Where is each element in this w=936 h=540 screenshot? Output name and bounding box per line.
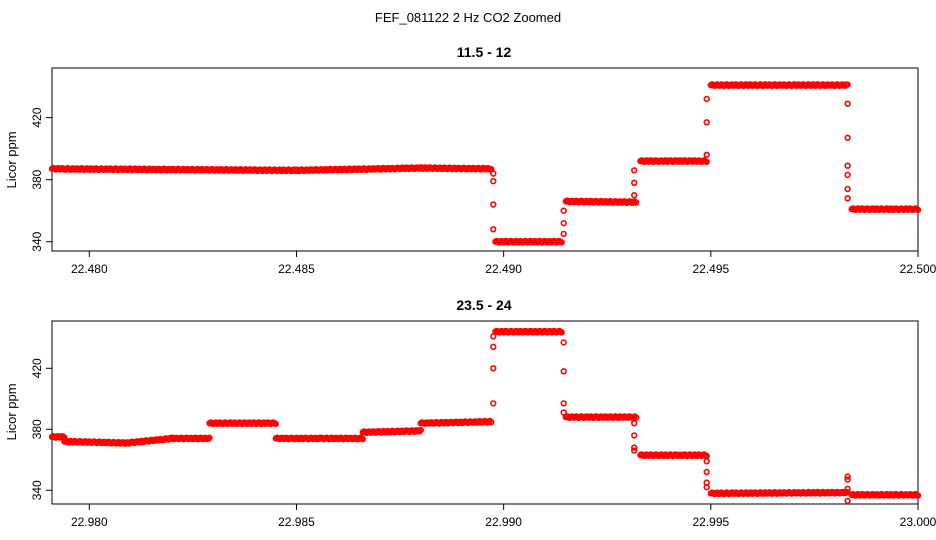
- y-axis-label: Licor ppm: [4, 383, 19, 440]
- data-point: [703, 119, 710, 126]
- data-point: [490, 333, 497, 340]
- data-point: [490, 178, 497, 185]
- data-point: [417, 426, 424, 434]
- data-point: [703, 158, 710, 166]
- data-point: [558, 329, 565, 336]
- y-tick-label: 420: [30, 107, 44, 127]
- data-point: [703, 484, 710, 491]
- x-tick-label: 22.985: [278, 515, 315, 529]
- x-tick-label: 22.995: [692, 515, 729, 529]
- y-tick-label: 380: [30, 169, 44, 189]
- data-point: [844, 195, 851, 202]
- data-point: [490, 201, 497, 208]
- data-point: [914, 492, 922, 499]
- data-point: [490, 343, 497, 351]
- data-point: [488, 418, 495, 426]
- data-point: [630, 444, 638, 451]
- data-point: [703, 151, 710, 159]
- data-point: [560, 230, 567, 238]
- x-tick-label: 22.980: [71, 515, 108, 529]
- y-axis-label: Licor ppm: [4, 131, 19, 188]
- data-point: [558, 239, 565, 246]
- data-point: [490, 400, 497, 407]
- data-point: [632, 414, 640, 421]
- chart-panel-top: 11.5 - 12 Licor ppm 22.480 22.485 22.490 22…: [4, 44, 936, 276]
- data-point: [560, 368, 567, 375]
- plot-frame: [51, 67, 919, 252]
- data-point: [359, 435, 366, 443]
- panel-title: 23.5 - 24: [456, 297, 511, 313]
- data-point: [844, 185, 851, 193]
- data-point: [630, 192, 638, 199]
- x-axis: 22.980 22.985 22.990 22.995 23.000: [71, 503, 936, 529]
- panel-title: 11.5 - 12: [457, 44, 512, 60]
- data-point: [844, 171, 851, 179]
- x-tick-label: 22.480: [71, 262, 108, 276]
- data-point: [630, 167, 638, 174]
- x-tick-label: 22.485: [278, 262, 315, 276]
- data-point: [560, 219, 567, 227]
- data-point: [630, 179, 638, 187]
- data-point: [844, 81, 851, 88]
- data-point: [844, 473, 851, 480]
- data-point: [630, 432, 638, 439]
- y-axis: 340 380 420: [30, 107, 52, 252]
- data-point: [703, 458, 710, 465]
- x-tick-label: 22.990: [485, 515, 522, 529]
- y-tick-label: 380: [30, 419, 44, 439]
- data-point: [844, 476, 851, 483]
- data-point: [703, 468, 710, 476]
- data-series: [48, 327, 922, 505]
- data-point: [630, 420, 638, 427]
- data-point: [560, 339, 567, 346]
- data-point: [206, 434, 213, 441]
- figure-title: FEF_081122 2 Hz CO2 Zoomed: [375, 10, 561, 25]
- y-tick-label: 420: [30, 358, 44, 378]
- data-point: [560, 400, 567, 407]
- y-axis: 340 380 420: [30, 358, 52, 500]
- data-point: [490, 170, 497, 177]
- x-tick-label: 23.000: [900, 515, 936, 529]
- data-point: [560, 409, 567, 416]
- data-point: [703, 95, 710, 103]
- x-tick-label: 22.500: [900, 262, 936, 276]
- x-tick-label: 22.495: [692, 262, 729, 276]
- x-axis: 22.480 22.485 22.490 22.495 22.500: [71, 250, 936, 276]
- data-point: [844, 162, 851, 169]
- y-tick-label: 340: [30, 231, 44, 251]
- data-point: [844, 497, 851, 505]
- data-point: [630, 447, 638, 454]
- data-point: [844, 100, 851, 107]
- data-point: [272, 420, 279, 428]
- data-point: [844, 485, 851, 492]
- plot-frame: [51, 320, 919, 505]
- data-series: [48, 81, 922, 246]
- x-tick-label: 22.490: [485, 262, 522, 276]
- data-point: [490, 365, 497, 372]
- y-tick-label: 340: [30, 480, 44, 500]
- data-point: [490, 226, 497, 233]
- data-point: [914, 206, 922, 214]
- data-point: [632, 199, 640, 206]
- data-point: [560, 207, 567, 214]
- chart-panel-bottom: 23.5 - 24 Licor ppm 22.980 22.985 22.990 22…: [4, 297, 936, 529]
- data-point: [844, 134, 851, 142]
